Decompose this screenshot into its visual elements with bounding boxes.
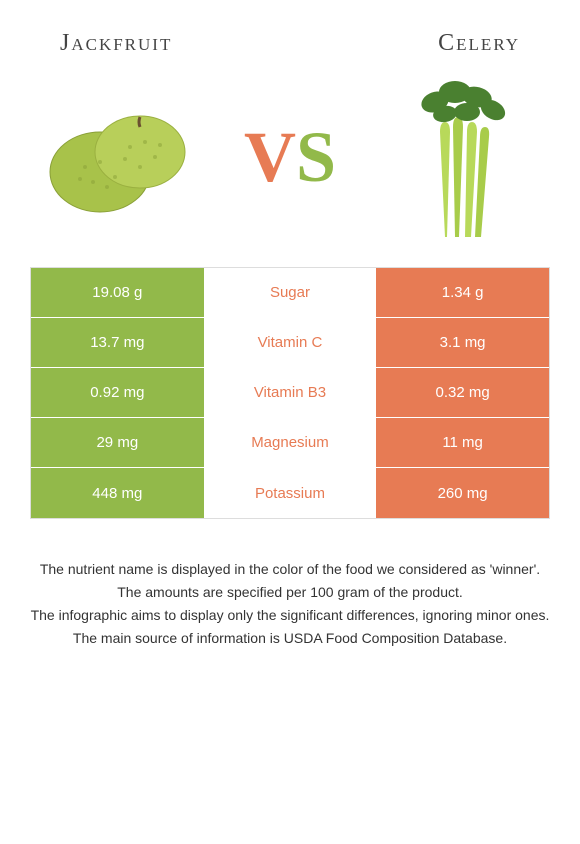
nutrient-label: Vitamin C: [204, 318, 377, 367]
right-value: 3.1 mg: [376, 318, 549, 367]
left-value: 13.7 mg: [31, 318, 204, 367]
footer-notes: The nutrient name is displayed in the co…: [20, 559, 560, 649]
nutrient-label: Sugar: [204, 268, 377, 317]
nutrient-table: 19.08 g Sugar 1.34 g 13.7 mg Vitamin C 3…: [30, 267, 550, 519]
vs-label: VS: [244, 116, 336, 199]
right-value: 11 mg: [376, 418, 549, 467]
left-value: 19.08 g: [31, 268, 204, 317]
vs-v-letter: V: [244, 116, 296, 199]
left-food-title: Jackfruit: [60, 30, 172, 57]
image-row: VS: [20, 77, 560, 237]
footer-line: The infographic aims to display only the…: [30, 605, 550, 626]
footer-line: The amounts are specified per 100 gram o…: [30, 582, 550, 603]
table-row: 29 mg Magnesium 11 mg: [31, 418, 549, 468]
table-row: 448 mg Potassium 260 mg: [31, 468, 549, 518]
right-food-title: Celery: [438, 30, 520, 57]
table-row: 13.7 mg Vitamin C 3.1 mg: [31, 318, 549, 368]
celery-image: [380, 77, 540, 237]
left-value: 0.92 mg: [31, 368, 204, 417]
table-row: 0.92 mg Vitamin B3 0.32 mg: [31, 368, 549, 418]
vs-s-letter: S: [296, 116, 336, 199]
footer-line: The main source of information is USDA F…: [30, 628, 550, 649]
footer-line: The nutrient name is displayed in the co…: [30, 559, 550, 580]
nutrient-label: Magnesium: [204, 418, 377, 467]
right-value: 260 mg: [376, 468, 549, 518]
left-value: 448 mg: [31, 468, 204, 518]
jackfruit-image: [40, 77, 200, 237]
header-row: Jackfruit Celery: [20, 30, 560, 57]
right-value: 0.32 mg: [376, 368, 549, 417]
table-row: 19.08 g Sugar 1.34 g: [31, 268, 549, 318]
right-value: 1.34 g: [376, 268, 549, 317]
left-value: 29 mg: [31, 418, 204, 467]
nutrient-label: Potassium: [204, 468, 377, 518]
nutrient-label: Vitamin B3: [204, 368, 377, 417]
